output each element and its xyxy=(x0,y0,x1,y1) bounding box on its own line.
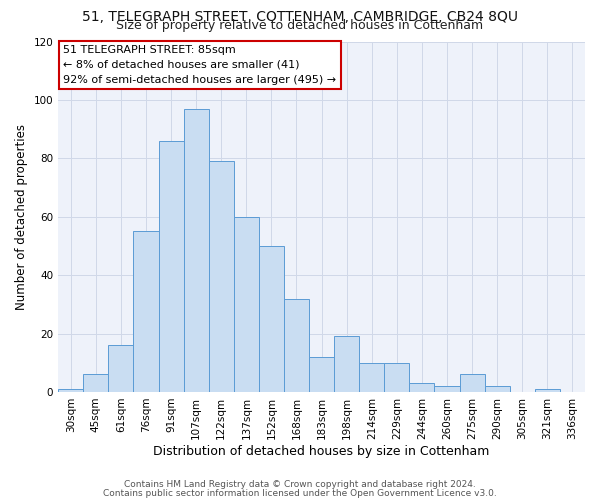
Y-axis label: Number of detached properties: Number of detached properties xyxy=(15,124,28,310)
Bar xyxy=(158,141,184,392)
Bar xyxy=(109,345,133,392)
Text: Contains public sector information licensed under the Open Government Licence v3: Contains public sector information licen… xyxy=(103,488,497,498)
Bar xyxy=(434,386,460,392)
Bar xyxy=(234,216,259,392)
Bar xyxy=(309,357,334,392)
Bar xyxy=(209,161,234,392)
Bar xyxy=(58,389,83,392)
Bar xyxy=(409,383,434,392)
Text: Size of property relative to detached houses in Cottenham: Size of property relative to detached ho… xyxy=(116,18,484,32)
Bar xyxy=(184,108,209,392)
Bar xyxy=(535,389,560,392)
Bar xyxy=(485,386,510,392)
Bar xyxy=(385,363,409,392)
Bar xyxy=(460,374,485,392)
Bar xyxy=(259,246,284,392)
Text: 51, TELEGRAPH STREET, COTTENHAM, CAMBRIDGE, CB24 8QU: 51, TELEGRAPH STREET, COTTENHAM, CAMBRID… xyxy=(82,10,518,24)
Text: Contains HM Land Registry data © Crown copyright and database right 2024.: Contains HM Land Registry data © Crown c… xyxy=(124,480,476,489)
Bar xyxy=(83,374,109,392)
Bar xyxy=(359,363,385,392)
Text: 51 TELEGRAPH STREET: 85sqm
← 8% of detached houses are smaller (41)
92% of semi-: 51 TELEGRAPH STREET: 85sqm ← 8% of detac… xyxy=(64,45,337,84)
Bar xyxy=(133,232,158,392)
X-axis label: Distribution of detached houses by size in Cottenham: Distribution of detached houses by size … xyxy=(154,444,490,458)
Bar xyxy=(334,336,359,392)
Bar xyxy=(284,298,309,392)
